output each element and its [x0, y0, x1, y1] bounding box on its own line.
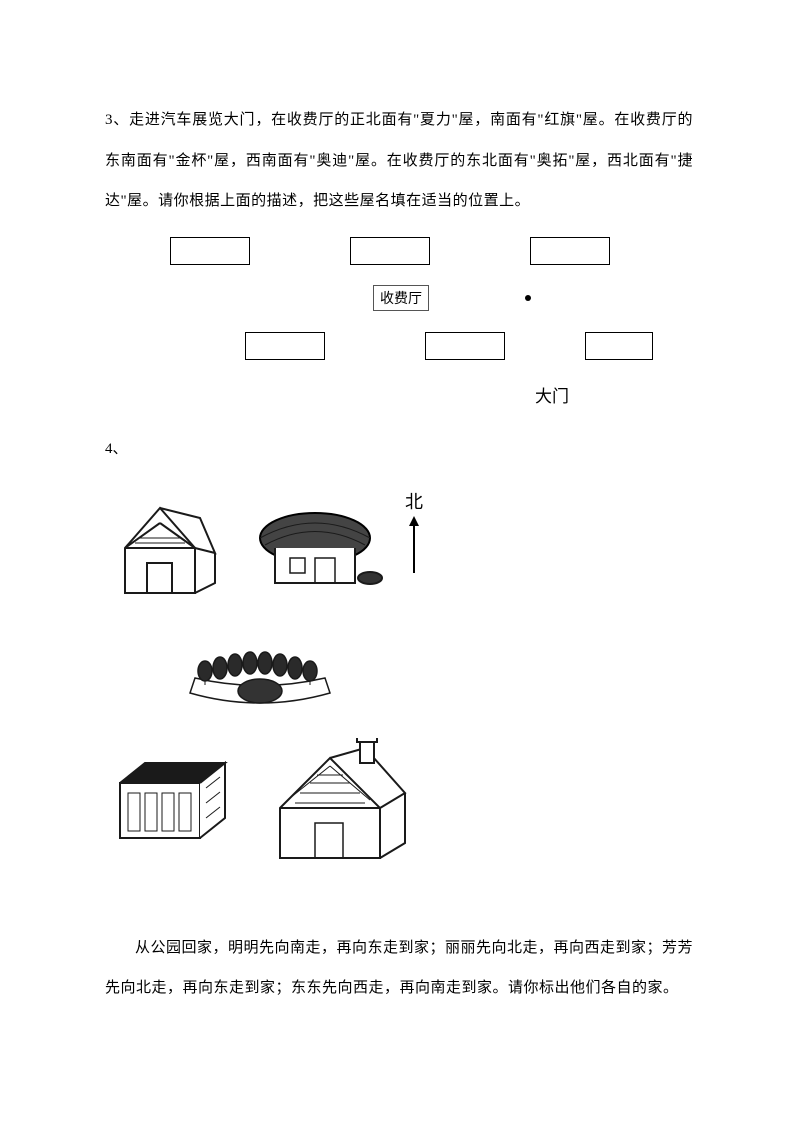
- house-bottom-left: [110, 753, 240, 848]
- house-bottom-right: [265, 738, 415, 873]
- gate-label: 大门: [535, 382, 569, 407]
- box-bot-right[interactable]: [585, 332, 653, 360]
- park-garden: [180, 643, 340, 718]
- question-4-label: 4、: [105, 437, 693, 458]
- box-bot-left[interactable]: [245, 332, 325, 360]
- houses-illustration: 北: [105, 473, 535, 893]
- question-3-text: 3、走进汽车展览大门，在收费厅的正北面有"夏力"屋，南面有"红旗"屋。在收费厅的…: [105, 100, 693, 222]
- north-text: 北: [405, 488, 423, 514]
- box-top-mid[interactable]: [350, 237, 430, 265]
- box-bot-mid[interactable]: [425, 332, 505, 360]
- question-4-text-block: 从公园回家，明明先向南走，再向东走到家；丽丽先向北走，再向西走到家；芳芳先向北走…: [105, 928, 693, 1009]
- toll-hall-label: 收费厅: [373, 285, 429, 311]
- car-exhibition-diagram: 收费厅 大门: [155, 237, 685, 407]
- reference-dot: [525, 295, 531, 301]
- box-top-left[interactable]: [170, 237, 250, 265]
- house-top-right: [255, 503, 385, 598]
- north-indicator: 北: [405, 488, 423, 573]
- house-top-left: [105, 493, 225, 613]
- box-top-right[interactable]: [530, 237, 610, 265]
- question-4-text: 从公园回家，明明先向南走，再向东走到家；丽丽先向北走，再向西走到家；芳芳先向北走…: [105, 928, 693, 1009]
